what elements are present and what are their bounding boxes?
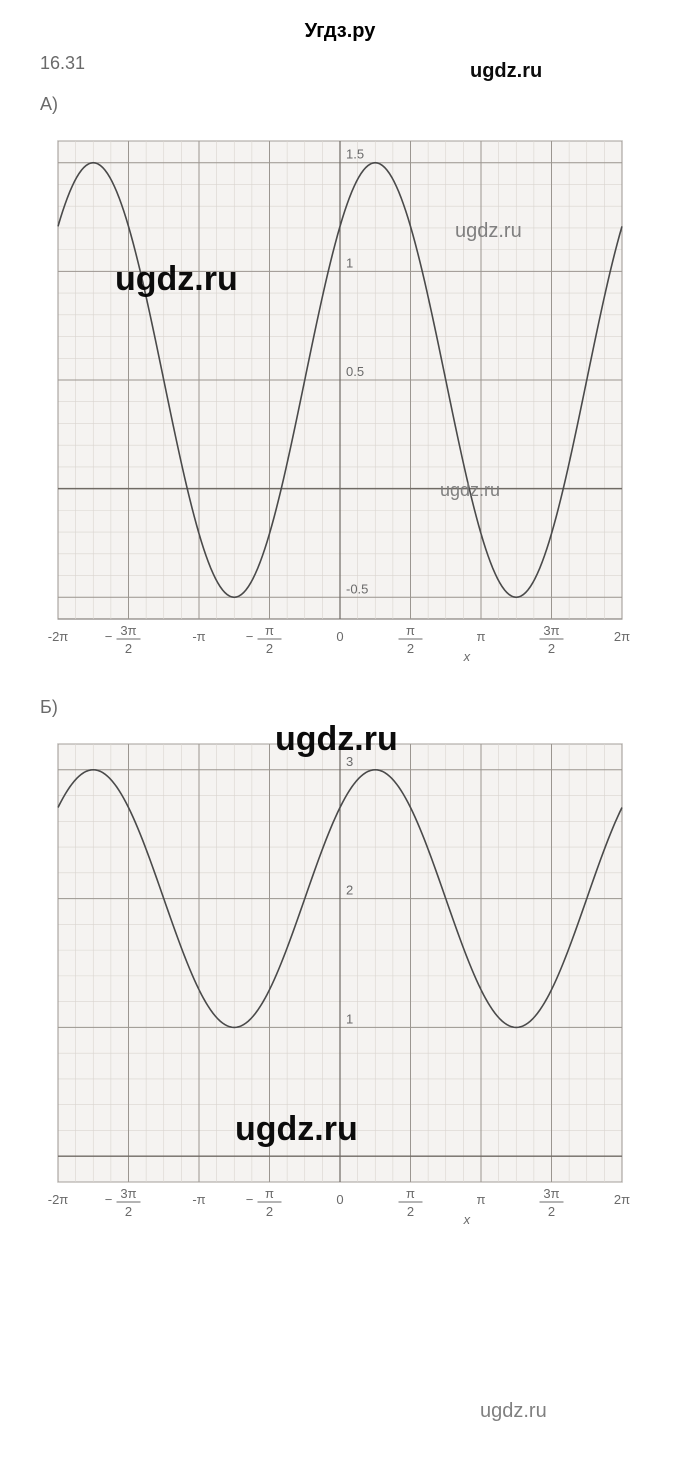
watermark: ugdz.ru [275,720,398,759]
svg-text:2: 2 [125,641,132,656]
x-tick-label: -π [192,1192,205,1207]
watermark: ugdz.ru [470,60,542,83]
watermark: ugdz.ru [115,260,238,299]
svg-text:3π: 3π [120,1186,136,1201]
subpart-a-label: А) [40,94,650,115]
chart-svg: -0.50.511.5-2π−3π2-π−π20π2π3π22πx [40,127,640,667]
svg-text:3π: 3π [543,623,559,638]
svg-text:−: − [105,1192,113,1207]
svg-text:2: 2 [125,1204,132,1219]
svg-text:2: 2 [407,1204,414,1219]
y-tick-label: 1.5 [346,147,364,162]
chart-svg: 123-2π−3π2-π−π20π2π3π22πx [40,730,640,1230]
x-axis-symbol: x [463,1212,471,1227]
x-tick-label: 3π2 [540,623,564,656]
svg-text:−: − [246,629,254,644]
watermark: ugdz.ru [440,480,500,501]
x-tick-label: −π 2 [246,623,282,656]
watermark: ugdz.ru [235,1110,358,1149]
svg-text:π: π [406,1186,415,1201]
x-tick-label: 3π2 [540,1186,564,1219]
x-axis-symbol: x [463,649,471,664]
svg-text:3π: 3π [120,623,136,638]
svg-text:−: − [105,629,113,644]
y-tick-label: 2 [346,883,353,898]
x-tick-label: 2π [614,629,630,644]
svg-text:π: π [406,623,415,638]
watermark: ugdz.ru [455,220,522,243]
page-title: Угдз.ру [30,20,650,43]
svg-text:2: 2 [548,641,555,656]
x-tick-label: 0 [336,629,343,644]
svg-text:2: 2 [266,641,273,656]
x-tick-label: −3π 2 [105,623,141,656]
svg-text:−: − [246,1192,254,1207]
x-tick-label: -π [192,629,205,644]
x-tick-label: π [477,1192,486,1207]
chart-b: 123-2π−3π2-π−π20π2π3π22πx [40,730,640,1230]
svg-text:2: 2 [548,1204,555,1219]
y-tick-label: 1 [346,1011,353,1026]
y-tick-label: -0.5 [346,581,368,596]
watermark: ugdz.ru [480,1400,547,1423]
x-tick-label: -2π [48,629,69,644]
x-tick-label: π2 [399,623,423,656]
subpart-b-label: Б) [40,697,650,718]
x-tick-label: -2π [48,1192,69,1207]
x-tick-label: π2 [399,1186,423,1219]
problem-number: 16.31 [40,53,650,74]
y-tick-label: 0.5 [346,364,364,379]
svg-text:3π: 3π [543,1186,559,1201]
svg-text:2: 2 [407,641,414,656]
svg-text:2: 2 [266,1204,273,1219]
x-tick-label: 0 [336,1192,343,1207]
y-tick-label: 1 [346,255,353,270]
page: Угдз.ру 16.31 А) -0.50.511.5-2π−3π2-π−π2… [0,0,680,1280]
svg-text:π: π [265,623,274,638]
svg-text:π: π [265,1186,274,1201]
x-tick-label: −π 2 [246,1186,282,1219]
x-tick-label: π [477,629,486,644]
x-tick-label: −3π 2 [105,1186,141,1219]
chart-a: -0.50.511.5-2π−3π2-π−π20π2π3π22πx [40,127,640,667]
x-tick-label: 2π [614,1192,630,1207]
